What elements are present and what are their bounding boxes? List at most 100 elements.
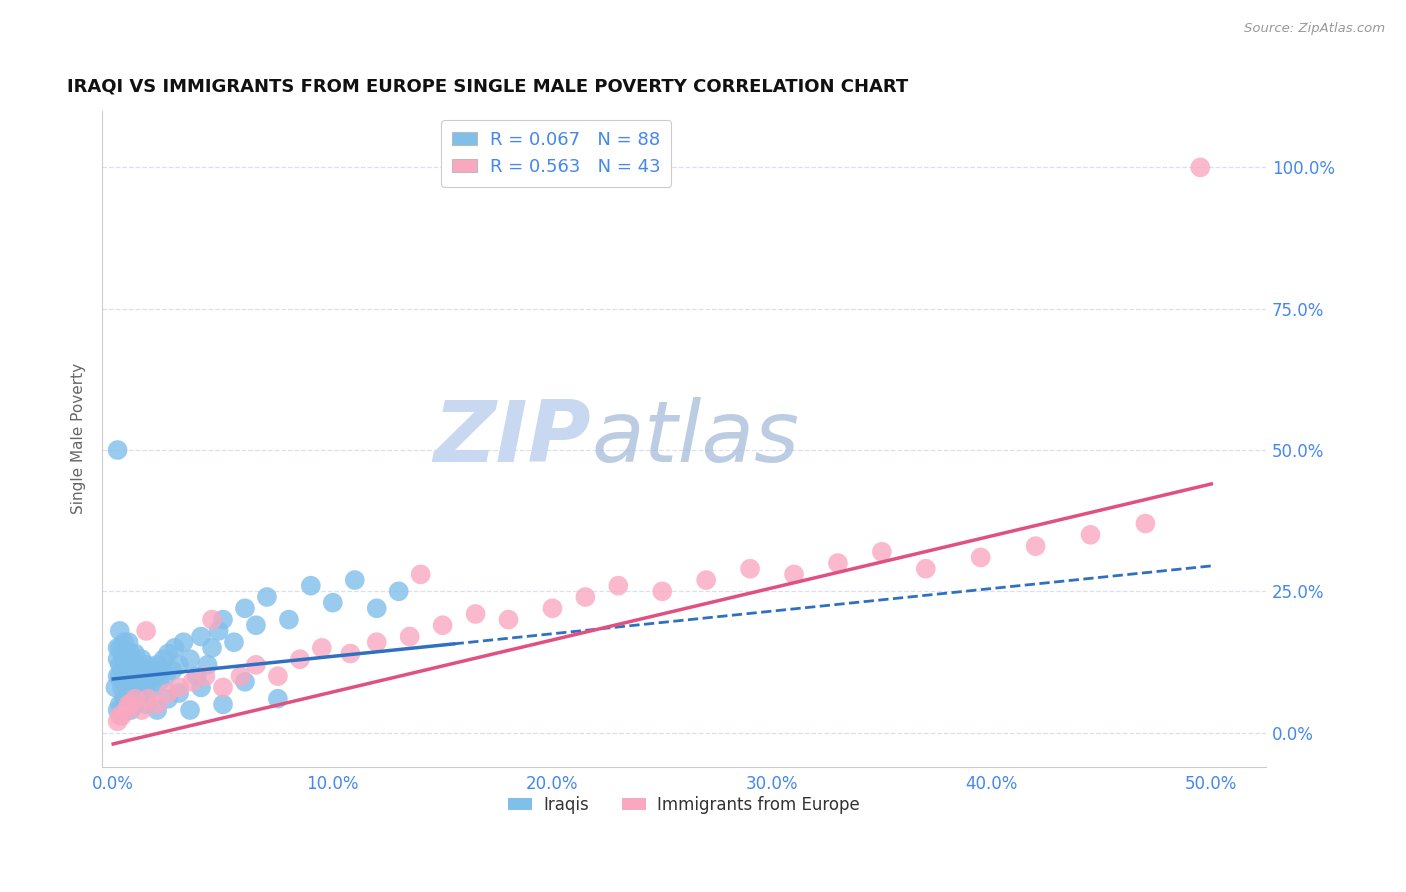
Y-axis label: Single Male Poverty: Single Male Poverty <box>72 363 86 515</box>
Point <box>117 635 139 649</box>
Text: ZIP: ZIP <box>433 397 591 480</box>
Point <box>112 674 135 689</box>
Point <box>111 647 134 661</box>
Point <box>112 635 135 649</box>
Point <box>120 669 142 683</box>
Point <box>574 590 596 604</box>
Point <box>131 681 153 695</box>
Point <box>172 635 194 649</box>
Point <box>194 669 217 683</box>
Point <box>108 624 131 638</box>
Point <box>1135 516 1157 531</box>
Point <box>322 596 344 610</box>
Point <box>155 669 177 683</box>
Point <box>115 686 138 700</box>
Point <box>181 674 204 689</box>
Point <box>607 579 630 593</box>
Point <box>120 647 142 661</box>
Point <box>115 703 138 717</box>
Point <box>1080 528 1102 542</box>
Point <box>464 607 486 621</box>
Point <box>111 703 134 717</box>
Point <box>914 562 936 576</box>
Point <box>107 703 129 717</box>
Point <box>136 674 159 689</box>
Text: IRAQI VS IMMIGRANTS FROM EUROPE SINGLE MALE POVERTY CORRELATION CHART: IRAQI VS IMMIGRANTS FROM EUROPE SINGLE M… <box>67 78 908 95</box>
Point <box>186 669 208 683</box>
Point <box>190 681 212 695</box>
Point <box>124 691 146 706</box>
Point <box>131 652 153 666</box>
Point <box>136 691 159 706</box>
Point <box>256 590 278 604</box>
Point <box>398 630 420 644</box>
Point <box>112 691 135 706</box>
Point <box>388 584 411 599</box>
Point <box>201 613 224 627</box>
Point <box>120 703 142 717</box>
Point <box>117 698 139 712</box>
Point <box>197 657 219 672</box>
Point <box>366 601 388 615</box>
Point <box>212 613 235 627</box>
Point <box>311 640 333 655</box>
Point <box>167 681 190 695</box>
Point <box>139 664 162 678</box>
Point <box>135 624 157 638</box>
Point <box>695 573 717 587</box>
Legend: Iraqis, Immigrants from Europe: Iraqis, Immigrants from Europe <box>502 789 866 821</box>
Point <box>107 714 129 729</box>
Point <box>131 703 153 717</box>
Point <box>111 681 134 695</box>
Point <box>212 698 235 712</box>
Point <box>120 686 142 700</box>
Point <box>132 674 155 689</box>
Point <box>124 647 146 661</box>
Point <box>167 686 190 700</box>
Point <box>541 601 564 615</box>
Point <box>107 669 129 683</box>
Point <box>135 657 157 672</box>
Point <box>146 703 169 717</box>
Point <box>135 698 157 712</box>
Point <box>827 556 849 570</box>
Point <box>229 669 252 683</box>
Point <box>124 691 146 706</box>
Point <box>122 657 145 672</box>
Point <box>498 613 520 627</box>
Point <box>222 635 245 649</box>
Point <box>179 703 201 717</box>
Point <box>157 686 180 700</box>
Point <box>970 550 993 565</box>
Point <box>245 618 267 632</box>
Point <box>870 545 893 559</box>
Point <box>108 669 131 683</box>
Point <box>299 579 322 593</box>
Point <box>111 708 134 723</box>
Point <box>267 691 290 706</box>
Point <box>201 640 224 655</box>
Point <box>120 698 142 712</box>
Point <box>343 573 366 587</box>
Point <box>107 652 129 666</box>
Point <box>124 669 146 683</box>
Point <box>115 698 138 712</box>
Point <box>107 640 129 655</box>
Text: atlas: atlas <box>591 397 799 480</box>
Point <box>127 681 149 695</box>
Point <box>432 618 454 632</box>
Point <box>111 664 134 678</box>
Point <box>142 681 165 695</box>
Point <box>152 652 174 666</box>
Point <box>128 686 150 700</box>
Point <box>207 624 229 638</box>
Point <box>738 562 761 576</box>
Point <box>277 613 299 627</box>
Point <box>108 698 131 712</box>
Point <box>651 584 673 599</box>
Point <box>117 657 139 672</box>
Point <box>108 657 131 672</box>
Point <box>179 652 201 666</box>
Point <box>124 698 146 712</box>
Point <box>233 601 256 615</box>
